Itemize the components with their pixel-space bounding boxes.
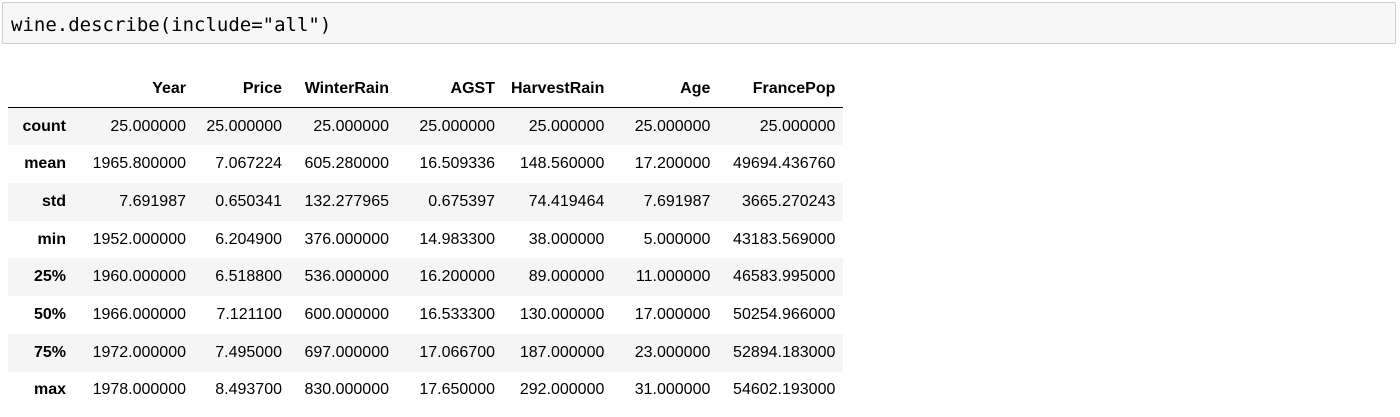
table-cell: 25.000000 (759, 117, 836, 135)
table-row: min 1952.000000 6.204900 376.000000 14.9… (8, 220, 844, 259)
table-cell: 46583.995000 (733, 268, 836, 286)
table-cell: 600.000000 (304, 305, 389, 323)
table-row: std 7.691987 0.650341 132.277965 0.67539… (8, 183, 844, 221)
table-cell: 1952.000000 (92, 230, 186, 248)
row-index: count (22, 117, 66, 135)
row-index: min (37, 230, 66, 248)
table-cell: 25.000000 (528, 117, 605, 135)
table-cell: 23.000000 (634, 343, 711, 361)
table-cell: 130.000000 (519, 305, 605, 323)
table-cell: 830.000000 (304, 381, 389, 399)
table-cell: 7.691987 (119, 192, 186, 210)
table-cell: 17.650000 (419, 381, 495, 399)
table-cell: 11.000000 (635, 268, 711, 286)
table-cell: 1966.000000 (92, 305, 186, 323)
table-cell: 1965.800000 (92, 155, 186, 173)
table-cell: 536.000000 (304, 268, 389, 286)
row-index: max (33, 381, 66, 399)
table-cell: 292.000000 (519, 381, 605, 399)
table-cell: 148.560000 (519, 155, 605, 173)
table-cell: 16.200000 (419, 268, 495, 286)
table-cell: 0.675397 (428, 192, 495, 210)
table-cell: 187.000000 (519, 343, 605, 361)
table-cell: 52894.183000 (733, 343, 836, 361)
table-cell: 17.066700 (419, 343, 495, 361)
table-cell: 74.419464 (528, 192, 605, 210)
table-row: count 25.000000 25.000000 25.000000 25.0… (8, 107, 844, 146)
column-header: Age (612, 70, 719, 109)
table-row: 25% 1960.000000 6.518800 536.000000 16.2… (8, 258, 844, 297)
table-cell: 376.000000 (304, 230, 389, 248)
table-cell: 7.691987 (643, 192, 711, 210)
column-header: AGST (397, 70, 503, 109)
table-cell: 1960.000000 (92, 268, 186, 286)
table-cell: 6.518800 (215, 268, 282, 286)
table-row: 50% 1966.000000 7.121100 600.000000 16.5… (8, 296, 844, 334)
table-cell: 31.000000 (634, 381, 711, 399)
table-cell: 7.067224 (215, 155, 282, 173)
table-cell: 43183.569000 (733, 230, 836, 248)
code-cell-input[interactable]: wine.describe(include="all") (2, 2, 1396, 44)
table-cell: 1978.000000 (92, 381, 186, 399)
describe-table: Year Price WinterRain AGST HarvestRain A… (8, 70, 844, 410)
table-cell: 6.204900 (215, 230, 282, 248)
table-cell: 7.121100 (216, 305, 282, 323)
table-cell: 132.277965 (304, 192, 389, 210)
table-header-row: Year Price WinterRain AGST HarvestRain A… (8, 70, 844, 109)
table-row: 75% 1972.000000 7.495000 697.000000 17.0… (8, 333, 844, 372)
table-cell: 7.495000 (215, 343, 282, 361)
index-header (8, 70, 74, 109)
table-cell: 38.000000 (528, 230, 605, 248)
table-cell: 5.000000 (643, 230, 711, 248)
table-cell: 17.000000 (634, 305, 711, 323)
table-cell: 25.000000 (419, 117, 495, 135)
table-cell: 8.493700 (215, 381, 282, 399)
table-cell: 16.533300 (419, 305, 495, 323)
table-cell: 25.000000 (110, 117, 186, 135)
table-cell: 14.983300 (419, 230, 495, 248)
column-header: HarvestRain (503, 70, 613, 109)
table-cell: 16.509336 (419, 155, 495, 173)
table-cell: 17.200000 (634, 155, 711, 173)
table-cell: 605.280000 (304, 155, 389, 173)
column-header: Price (194, 70, 290, 109)
table-cell: 1972.000000 (92, 343, 186, 361)
table-cell: 25.000000 (313, 117, 389, 135)
table-cell: 49694.436760 (733, 155, 836, 173)
table-cell: 25.000000 (206, 117, 282, 135)
table-row: mean 1965.800000 7.067224 605.280000 16.… (8, 145, 844, 184)
table-cell: 89.000000 (528, 268, 605, 286)
table-row: max 1978.000000 8.493700 830.000000 17.6… (8, 371, 844, 410)
table-cell: 54602.193000 (733, 381, 836, 399)
row-index: std (42, 192, 66, 210)
column-header: Year (74, 70, 194, 109)
table-cell: 0.650341 (215, 192, 282, 210)
row-index: 75% (33, 343, 66, 361)
row-index: mean (24, 155, 66, 173)
row-index: 50% (33, 305, 66, 323)
output-area: Year Price WinterRain AGST HarvestRain A… (8, 70, 844, 410)
table-cell: 3665.270243 (741, 192, 836, 210)
table-cell: 50254.966000 (733, 305, 836, 323)
code-text: wine.describe(include="all") (11, 14, 332, 36)
table-cell: 697.000000 (304, 343, 389, 361)
column-header: WinterRain (290, 70, 397, 109)
row-index: 25% (33, 268, 66, 286)
table-cell: 25.000000 (634, 117, 711, 135)
column-header: FrancePop (718, 70, 844, 109)
